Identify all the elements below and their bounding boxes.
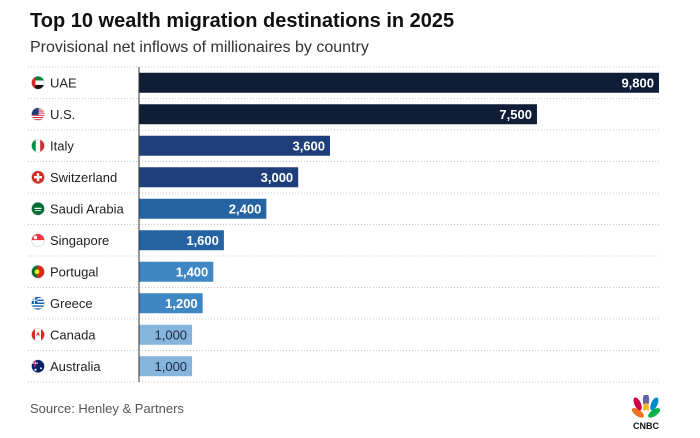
value-label: 1,000 — [155, 327, 188, 342]
peacock-icon — [631, 393, 661, 418]
category-label: Saudi Arabia — [50, 201, 124, 216]
bar — [139, 167, 299, 188]
saudi-arabia-flag-icon — [31, 201, 45, 216]
chart-subtitle: Provisional net inflows of millionaires … — [30, 39, 369, 56]
bar-row-1: U.S. 7,500 — [31, 104, 537, 125]
value-label: 1,000 — [155, 359, 188, 374]
bar-row-5: Singapore 1,600 — [31, 230, 224, 251]
greece-flag-icon — [31, 296, 45, 311]
value-label: 1,200 — [165, 296, 198, 311]
source-note: Source: Henley & Partners — [30, 401, 184, 416]
switzerland-flag-icon — [31, 170, 45, 185]
value-label: 3,000 — [261, 170, 294, 185]
bar — [139, 293, 203, 314]
category-label: Canada — [50, 327, 96, 342]
cnbc-logo: CNBC — [626, 393, 666, 433]
bar — [139, 72, 659, 93]
category-label: Singapore — [50, 233, 109, 248]
category-label: Italy — [50, 138, 74, 153]
bar-row-2: Italy 3,600 — [31, 135, 331, 156]
category-label: Australia — [50, 359, 101, 374]
bar — [139, 104, 537, 125]
category-label: UAE — [50, 75, 77, 90]
bar-row-8: Canada 1,000 — [31, 324, 193, 345]
category-label: Portugal — [50, 264, 99, 279]
value-label: 3,600 — [292, 138, 325, 153]
bar-row-6: Portugal 1,400 — [31, 261, 214, 282]
category-label: Switzerland — [50, 170, 117, 185]
us-flag-icon — [31, 107, 45, 122]
bar-row-7: Greece 1,200 — [31, 293, 203, 314]
portugal-flag-icon — [31, 264, 45, 279]
value-label: 7,500 — [499, 107, 532, 122]
chart-title: Top 10 wealth migration destinations in … — [30, 10, 455, 32]
category-label: Greece — [50, 296, 93, 311]
bar-row-9: Australia 1,000 — [31, 356, 193, 377]
bar-chart: UAE 9,800 U.S. 7,500 Italy 3,600 Switzerland 3,… — [28, 66, 660, 383]
bar — [139, 324, 193, 345]
value-label: 9,800 — [621, 75, 654, 90]
bar — [139, 261, 214, 282]
logo-text: CNBC — [633, 421, 659, 431]
bar-row-3: Switzerland 3,000 — [31, 167, 299, 188]
value-label: 1,400 — [176, 264, 209, 279]
canada-flag-icon — [31, 327, 45, 342]
bar-row-0: UAE 9,800 — [31, 72, 659, 93]
bar — [139, 356, 193, 377]
value-label: 1,600 — [186, 233, 219, 248]
bar-row-4: Saudi Arabia 2,400 — [31, 198, 267, 219]
bar — [139, 230, 224, 251]
australia-flag-icon — [31, 359, 45, 374]
singapore-flag-icon — [31, 233, 45, 248]
uae-flag-icon — [31, 75, 45, 90]
category-label: U.S. — [50, 107, 75, 122]
value-label: 2,400 — [229, 201, 262, 216]
bar — [139, 135, 331, 156]
bar — [139, 198, 267, 219]
italy-flag-icon — [31, 138, 45, 153]
